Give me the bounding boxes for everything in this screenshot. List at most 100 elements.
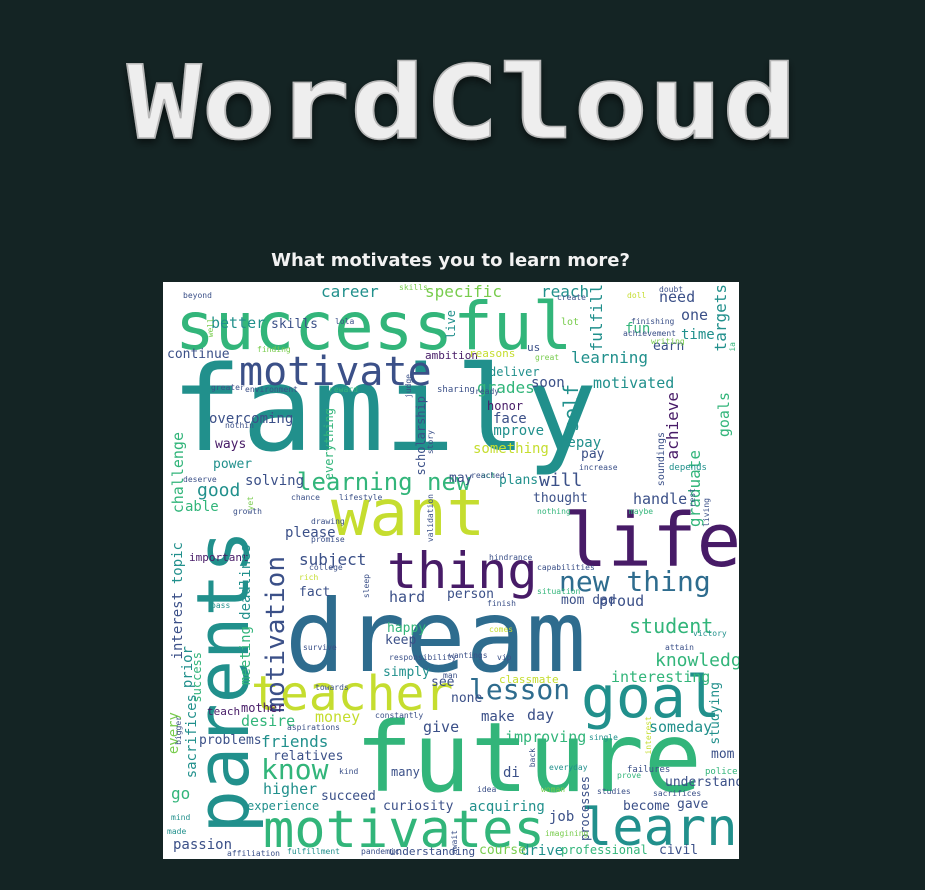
word-topic: topic — [170, 542, 186, 585]
word-one: one — [681, 306, 709, 324]
word-act: act — [481, 471, 496, 480]
word-comes: comes — [489, 625, 514, 634]
word-fulfillment: fulfillment — [287, 847, 340, 856]
word-succeed: succeed — [321, 789, 376, 804]
word-make: make — [481, 709, 515, 725]
word-need: need — [659, 288, 696, 306]
word-simply: simply — [383, 665, 430, 680]
word-living: living — [702, 498, 711, 527]
word-fact: fact — [299, 585, 331, 600]
word-subject: subject — [299, 550, 367, 569]
word-higher: higher — [263, 780, 318, 798]
word-us: us — [527, 341, 541, 354]
word-time: time — [681, 327, 715, 343]
question-heading: What motivates you to learn more? — [271, 250, 630, 271]
word-repay: repay — [559, 435, 602, 451]
word-achieve: achieve — [663, 392, 682, 460]
word-single: single — [589, 733, 618, 742]
word-problems: problems — [199, 733, 262, 748]
word-please: please — [285, 525, 336, 541]
word-deadlines: deadlines — [238, 544, 254, 620]
word-challenge: challenge — [169, 432, 187, 514]
word-lesson: lesson — [469, 673, 571, 706]
word-knowledge: knowledge — [655, 650, 739, 671]
word-maybe: maybe — [629, 507, 654, 516]
word-civil: civil — [659, 843, 699, 858]
word-validation: validation — [426, 494, 435, 543]
word-thought: thought — [533, 491, 588, 506]
word-learn: learn — [581, 798, 738, 858]
word-reasons: reasons — [469, 347, 516, 360]
word-student: student — [629, 614, 714, 638]
word-sleep: sleep — [362, 574, 371, 599]
word-nothin: nothin — [225, 421, 254, 430]
word-deserve: deserve — [183, 475, 217, 484]
word-reward: reward — [329, 385, 358, 394]
word-doubt: doubt — [659, 285, 684, 294]
wordcloud-logo: WordCloud — [126, 58, 798, 158]
word-situation: situation — [537, 587, 581, 596]
word-handle: handle — [633, 490, 688, 508]
word-teacher: teacher — [251, 666, 454, 722]
word-new-thing: new thing — [559, 565, 711, 598]
word-failures: failures — [627, 765, 671, 775]
word-fulfill: fulfill — [587, 284, 606, 352]
word-doll: doll — [627, 291, 647, 300]
word-achievement: achievement — [623, 329, 676, 338]
word-sacrifices: sacrifices — [653, 789, 702, 798]
word-await: await — [450, 830, 459, 855]
word-understanding: understanding — [389, 845, 476, 858]
word-give: give — [423, 718, 460, 736]
word-judge: judge — [404, 374, 413, 399]
word-bigger: bigger — [174, 716, 183, 745]
word-honor: honor — [487, 399, 524, 413]
word-everyday: everyday — [549, 763, 588, 772]
word-teach: teach — [207, 705, 241, 718]
word-learning: learning — [571, 348, 649, 367]
word-prove: prove — [617, 771, 642, 780]
word-become: become — [623, 799, 670, 814]
word-reached: reached — [471, 471, 505, 480]
word-friends: friends — [261, 732, 329, 751]
word-goal: goal — [581, 663, 721, 731]
word-person: person — [447, 587, 494, 602]
word-wantings: wantings — [449, 651, 488, 660]
word-improve: improve — [485, 423, 545, 439]
word-towards: towards — [315, 683, 349, 692]
word-know: know — [261, 753, 329, 786]
word-depends: depends — [669, 463, 707, 473]
word-many: many — [391, 765, 420, 779]
word-classmate: classmate — [499, 673, 559, 686]
word-dream: dream — [285, 578, 587, 695]
word-create: create — [557, 293, 586, 302]
word-able: able — [185, 499, 219, 515]
word-power: power — [213, 457, 253, 472]
word-mother: mother — [241, 701, 285, 715]
word-keep: keep — [385, 633, 417, 648]
word-constantly: constantly — [375, 711, 424, 720]
word-police: police — [705, 767, 738, 777]
word-self: self — [559, 384, 583, 433]
word-important: important — [189, 551, 249, 564]
word-skills: skills — [271, 317, 318, 332]
word-good: good — [197, 480, 241, 501]
word-great: great — [535, 353, 560, 362]
word-di: di — [503, 765, 520, 781]
word-finding: finding — [257, 345, 291, 354]
word-woman: woman — [541, 785, 566, 794]
word-ready: ready — [475, 387, 500, 396]
word-writing: writing — [651, 337, 685, 346]
word-see: see — [431, 675, 455, 690]
word-something: something — [473, 441, 549, 457]
word-back: back — [528, 748, 537, 768]
word-interest: interest — [644, 716, 653, 755]
word-passion: passion — [173, 837, 233, 853]
word-motivation: motivation — [261, 556, 291, 713]
word-growth: growth — [233, 507, 262, 516]
word-acquiring: acquiring — [469, 799, 545, 815]
word-life: life — [563, 498, 739, 584]
word-victory: victory — [693, 629, 727, 638]
word-finishing: finishing — [631, 317, 675, 326]
word-affiliation: affiliation — [227, 849, 280, 858]
word-motivate: motivate — [239, 349, 432, 395]
